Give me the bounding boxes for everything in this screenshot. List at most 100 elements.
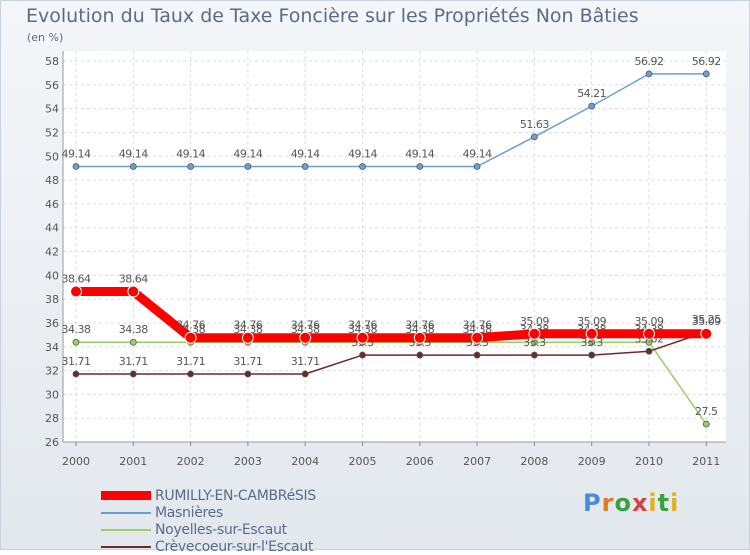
data-point (471, 331, 484, 344)
data-point (129, 338, 137, 346)
legend-swatch (101, 545, 151, 548)
data-label: 31.71 (233, 355, 262, 368)
y-tick-label: 50 (45, 150, 59, 163)
data-point (244, 163, 252, 170)
data-point (359, 351, 366, 359)
logo-letter: P (583, 489, 602, 517)
y-tick-label: 36 (45, 317, 59, 330)
legend-item: Noyelles-sur-Escaut (101, 521, 316, 538)
data-point (531, 133, 538, 141)
logo-letter: i (670, 489, 680, 517)
data-label: 49.14 (463, 147, 492, 160)
data-label: 49.14 (62, 147, 91, 160)
data-label: 35.25 (692, 313, 721, 326)
y-tick-label: 54 (45, 103, 59, 116)
data-label: 34.76 (176, 319, 205, 332)
data-label: 34.76 (463, 319, 492, 332)
data-label: 35.09 (635, 315, 664, 328)
data-point (244, 370, 252, 378)
x-tick-label: 2001 (119, 455, 147, 468)
data-point (72, 163, 80, 170)
y-tick-label: 30 (45, 388, 59, 401)
data-label: 38.64 (119, 273, 148, 286)
legend-label: RUMILLY-EN-CAMBRéSIS (155, 487, 316, 504)
data-point (416, 163, 424, 170)
legend-item: RUMILLY-EN-CAMBRéSIS (101, 487, 316, 504)
data-label: 34.38 (348, 323, 377, 336)
data-label: 34.76 (348, 319, 377, 332)
data-label: 35.09 (692, 315, 721, 328)
data-point (301, 163, 309, 170)
data-point (645, 70, 653, 78)
chart-title: Evolution du Taux de Taxe Foncière sur l… (26, 5, 639, 27)
data-point (645, 347, 653, 355)
legend-item: Crèvecoeur-sur-l'Escaut (101, 538, 316, 555)
data-label: 34.76 (233, 319, 262, 332)
data-point (416, 351, 424, 359)
data-label: 49.14 (348, 147, 377, 160)
data-label: 31.71 (62, 355, 91, 368)
data-label: 27.5 (695, 405, 718, 418)
data-label: 49.14 (119, 147, 148, 160)
legend-swatch (101, 528, 151, 531)
data-label: 38.64 (62, 273, 91, 286)
x-tick-label: 2010 (635, 455, 663, 468)
data-label: 51.63 (520, 118, 549, 131)
logo-letter: t (657, 489, 671, 517)
data-point (702, 70, 710, 78)
data-point (129, 163, 137, 170)
x-tick-label: 2000 (62, 455, 90, 468)
data-point (643, 327, 655, 340)
data-label: 49.14 (291, 147, 320, 160)
plot-area (63, 51, 726, 442)
data-point (588, 351, 596, 359)
data-label: 56.92 (692, 55, 721, 68)
y-tick-label: 52 (45, 126, 59, 139)
series-line (76, 287, 707, 343)
data-point (413, 331, 426, 344)
y-tick-label: 58 (45, 55, 59, 68)
data-point (700, 327, 713, 340)
y-tick-label: 42 (45, 246, 59, 259)
data-label: 35.09 (520, 315, 549, 328)
data-label: 33.3 (580, 336, 603, 349)
x-tick-label: 2009 (578, 455, 606, 468)
data-label: 33.3 (523, 336, 546, 349)
data-point (473, 163, 481, 170)
data-label: 49.14 (233, 147, 262, 160)
x-tick-label: 2011 (692, 455, 720, 468)
legend-item: Masnières (101, 504, 316, 521)
data-point (127, 285, 140, 298)
x-tick-label: 2008 (520, 455, 548, 468)
data-point (299, 331, 312, 344)
data-point (187, 370, 195, 378)
data-label: 49.14 (405, 147, 434, 160)
data-label: 34.38 (405, 323, 434, 336)
data-label: 54.21 (577, 87, 606, 100)
x-tick-label: 2007 (463, 455, 491, 468)
data-point (72, 370, 80, 378)
legend-label: Noyelles-sur-Escaut (155, 521, 287, 538)
series-line (76, 341, 707, 425)
logo-letter: o (614, 489, 632, 517)
data-point (241, 331, 254, 344)
y-tick-label: 48 (45, 174, 59, 187)
data-label: 35.09 (577, 315, 606, 328)
data-point (301, 370, 309, 378)
x-tick-label: 2006 (406, 455, 434, 468)
proxiti-logo: Proxiti (583, 489, 679, 517)
y-tick-label: 32 (45, 365, 59, 378)
data-point (359, 163, 366, 170)
data-point (531, 351, 538, 359)
y-tick-label: 44 (45, 222, 59, 235)
data-label: 31.71 (291, 355, 320, 368)
data-point (187, 163, 195, 170)
data-label: 34.38 (233, 323, 262, 336)
y-unit-label: (en %) (27, 31, 64, 44)
data-point (70, 285, 82, 298)
y-tick-label: 40 (45, 269, 59, 282)
legend-label: Crèvecoeur-sur-l'Escaut (155, 538, 314, 555)
data-label: 34.38 (119, 323, 148, 336)
data-label: 34.38 (291, 323, 320, 336)
legend-label: Masnières (155, 504, 223, 521)
